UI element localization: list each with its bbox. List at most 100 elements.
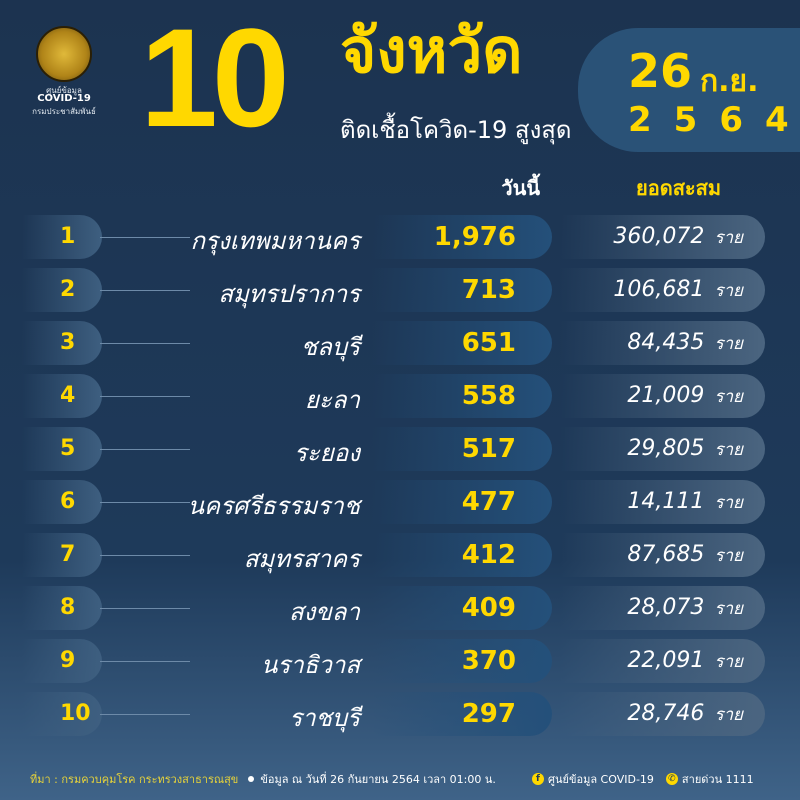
date-day: 26: [628, 44, 693, 98]
headline-subtitle: ติดเชื้อโควิด-19 สูงสุด: [340, 116, 572, 144]
headline-number: 10: [140, 0, 290, 156]
date-month: ก.ย.: [700, 64, 759, 99]
unit-label: ราย: [714, 228, 743, 248]
connector-line: [100, 661, 190, 662]
unit-label: ราย: [714, 334, 743, 354]
government-seal-logo: [36, 26, 92, 82]
total-cases-pill: 87,685 ราย: [560, 533, 765, 577]
province-name: กรุงเทพมหานคร: [190, 227, 360, 255]
table-row: 10 ราชบุรี 297 28,746 ราย: [0, 692, 800, 738]
bullet-icon: [248, 776, 255, 782]
rank-badge: 9: [22, 639, 102, 683]
connector-line: [100, 608, 190, 609]
unit-label: ราย: [714, 281, 743, 301]
rank-badge: 8: [22, 586, 102, 630]
total-cases-pill: 28,073 ราย: [560, 586, 765, 630]
unit-label: ราย: [714, 493, 743, 513]
as-of-text: ข้อมูล ณ วันที่ 26 กันยายน 2564 เวลา 01:…: [260, 773, 496, 786]
date-badge: [578, 28, 800, 152]
total-cases: 21,009: [627, 383, 705, 408]
total-cases-pill: 106,681 ราย: [560, 268, 765, 312]
unit-label: ราย: [714, 440, 743, 460]
total-cases: 29,805: [627, 436, 705, 461]
rank-badge: 10: [22, 692, 102, 736]
total-cases-pill: 29,805 ราย: [560, 427, 765, 471]
facebook-icon: f: [532, 773, 544, 785]
province-name: สมุทรสาคร: [243, 545, 360, 573]
rank-badge: 5: [22, 427, 102, 471]
logo-text-2: COVID-19: [37, 93, 91, 104]
today-cases: 409: [372, 586, 552, 630]
unit-label: ราย: [714, 705, 743, 725]
total-cases: 87,685: [627, 542, 705, 567]
rank-badge: 7: [22, 533, 102, 577]
unit-label: ราย: [714, 652, 743, 672]
province-name: ชลบุรี: [300, 333, 360, 361]
total-cases: 22,091: [627, 648, 705, 673]
today-cases: 1,976: [372, 215, 552, 259]
today-cases: 297: [372, 692, 552, 736]
column-header-today: วันนี้: [501, 176, 540, 200]
table-row: 8 สงขลา 409 28,073 ราย: [0, 586, 800, 632]
table-row: 9 นราธิวาส 370 22,091 ราย: [0, 639, 800, 685]
table-row: 7 สมุทรสาคร 412 87,685 ราย: [0, 533, 800, 579]
province-name: ระยอง: [294, 439, 360, 467]
rank-badge: 1: [22, 215, 102, 259]
rank-badge: 4: [22, 374, 102, 418]
source-text: ที่มา : กรมควบคุมโรค กระทรวงสาธารณสุข: [30, 773, 239, 786]
total-cases: 360,072: [613, 224, 705, 249]
total-cases-pill: 360,072 ราย: [560, 215, 765, 259]
total-cases: 84,435: [627, 330, 705, 355]
today-cases: 370: [372, 639, 552, 683]
today-cases: 477: [372, 480, 552, 524]
province-name: สมุทรปราการ: [218, 280, 360, 308]
table-row: 1 กรุงเทพมหานคร 1,976 360,072 ราย: [0, 215, 800, 261]
contact-info: f ศูนย์ข้อมูล COVID-19 ✆ สายด่วน 1111: [532, 770, 754, 788]
column-header-total: ยอดสะสม: [636, 176, 722, 200]
province-name: นราธิวาส: [260, 651, 360, 679]
connector-line: [100, 237, 190, 238]
table-row: 6 นครศรีธรรมราช 477 14,111 ราย: [0, 480, 800, 526]
total-cases: 28,073: [627, 595, 705, 620]
connector-line: [100, 449, 190, 450]
total-cases: 14,111: [627, 489, 705, 514]
province-name: ยะลา: [304, 386, 360, 414]
connector-line: [100, 714, 190, 715]
total-cases-pill: 14,111 ราย: [560, 480, 765, 524]
unit-label: ราย: [714, 387, 743, 407]
province-name: สงขลา: [289, 598, 360, 626]
unit-label: ราย: [714, 546, 743, 566]
connector-line: [100, 343, 190, 344]
total-cases: 106,681: [613, 277, 705, 302]
connector-line: [100, 396, 190, 397]
rank-badge: 2: [22, 268, 102, 312]
hotline-text: สายด่วน 1111: [681, 773, 754, 786]
connector-line: [100, 290, 190, 291]
total-cases-pill: 84,435 ราย: [560, 321, 765, 365]
today-cases: 558: [372, 374, 552, 418]
connector-line: [100, 502, 190, 503]
table-row: 2 สมุทรปราการ 713 106,681 ราย: [0, 268, 800, 314]
table-row: 5 ระยอง 517 29,805 ราย: [0, 427, 800, 473]
today-cases: 651: [372, 321, 552, 365]
total-cases-pill: 28,746 ราย: [560, 692, 765, 736]
footer-info: ที่มา : กรมควบคุมโรค กระทรวงสาธารณสุข ข้อ…: [30, 770, 496, 788]
rank-badge: 3: [22, 321, 102, 365]
table-row: 3 ชลบุรี 651 84,435 ราย: [0, 321, 800, 367]
phone-icon: ✆: [665, 773, 678, 785]
total-cases: 28,746: [627, 701, 705, 726]
date-year: 2564: [628, 100, 800, 140]
province-name: นครศรีธรรมราช: [187, 492, 360, 520]
today-cases: 412: [372, 533, 552, 577]
table-row: 4 ยะลา 558 21,009 ราย: [0, 374, 800, 420]
logo-text-3: กรมประชาสัมพันธ์: [32, 107, 96, 116]
unit-label: ราย: [714, 599, 743, 619]
logo-text-1: ศูนย์ข้อมูล: [46, 86, 82, 95]
headline-title: จังหวัด: [340, 14, 523, 87]
province-name: ราชบุรี: [289, 704, 360, 732]
today-cases: 517: [372, 427, 552, 471]
total-cases-pill: 22,091 ราย: [560, 639, 765, 683]
today-cases: 713: [372, 268, 552, 312]
rank-badge: 6: [22, 480, 102, 524]
connector-line: [100, 555, 190, 556]
